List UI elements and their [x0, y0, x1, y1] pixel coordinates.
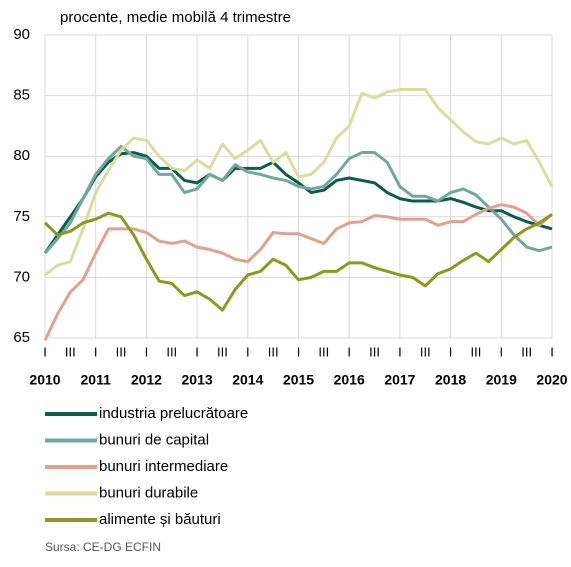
y-tick-label: 80	[13, 147, 30, 164]
year-label: 2016	[334, 372, 365, 388]
x-tick-label: I	[195, 344, 199, 359]
x-tick-label: I	[449, 344, 453, 359]
x-tick-label: III	[217, 344, 228, 359]
x-tick-label: III	[116, 344, 127, 359]
x-tick-label: I	[94, 344, 98, 359]
x-tick-label: III	[268, 344, 279, 359]
chart-subtitle: procente, medie mobilă 4 trimestre	[60, 9, 291, 26]
x-tick-label: I	[499, 344, 503, 359]
y-tick-label: 90	[13, 26, 30, 43]
y-tick-label: 75	[13, 208, 30, 225]
y-tick-label: 70	[13, 268, 30, 285]
year-label: 2015	[283, 372, 314, 388]
year-label: 2018	[435, 372, 466, 388]
x-tick-label: I	[145, 344, 149, 359]
year-label: 2019	[486, 372, 517, 388]
x-tick-label: III	[471, 344, 482, 359]
legend-label: bunuri de capital	[99, 431, 209, 448]
x-tick-label: I	[43, 344, 47, 359]
source: Sursa: CE-DG ECFIN	[45, 540, 161, 554]
x-tick-label: III	[166, 344, 177, 359]
x-tick-label: I	[550, 344, 554, 359]
x-tick-label: III	[318, 344, 329, 359]
x-tick-label: III	[521, 344, 532, 359]
year-label: 2011	[81, 372, 112, 388]
year-label: 2010	[29, 372, 60, 388]
x-tick-label: III	[420, 344, 431, 359]
x-tick-label: I	[297, 344, 301, 359]
legend-label: alimente și băuturi	[99, 511, 221, 528]
legend-label: industria prelucrătoare	[99, 405, 248, 422]
year-label: 2014	[232, 372, 263, 388]
year-label: 2012	[131, 372, 162, 388]
x-tick-label: I	[246, 344, 250, 359]
x-tick-label: I	[398, 344, 402, 359]
legend-label: bunuri intermediare	[99, 458, 228, 475]
chart: procente, medie mobilă 4 trimestre Sursa…	[0, 0, 571, 567]
y-tick-label: 85	[13, 87, 30, 104]
legend-label: bunuri durabile	[99, 484, 198, 501]
year-label: 2013	[182, 372, 213, 388]
year-label: 2017	[384, 372, 415, 388]
x-tick-label: III	[369, 344, 380, 359]
year-label: 2020	[536, 372, 567, 388]
y-tick-label: 65	[13, 329, 30, 346]
x-tick-label: I	[347, 344, 351, 359]
x-tick-label: III	[65, 344, 76, 359]
